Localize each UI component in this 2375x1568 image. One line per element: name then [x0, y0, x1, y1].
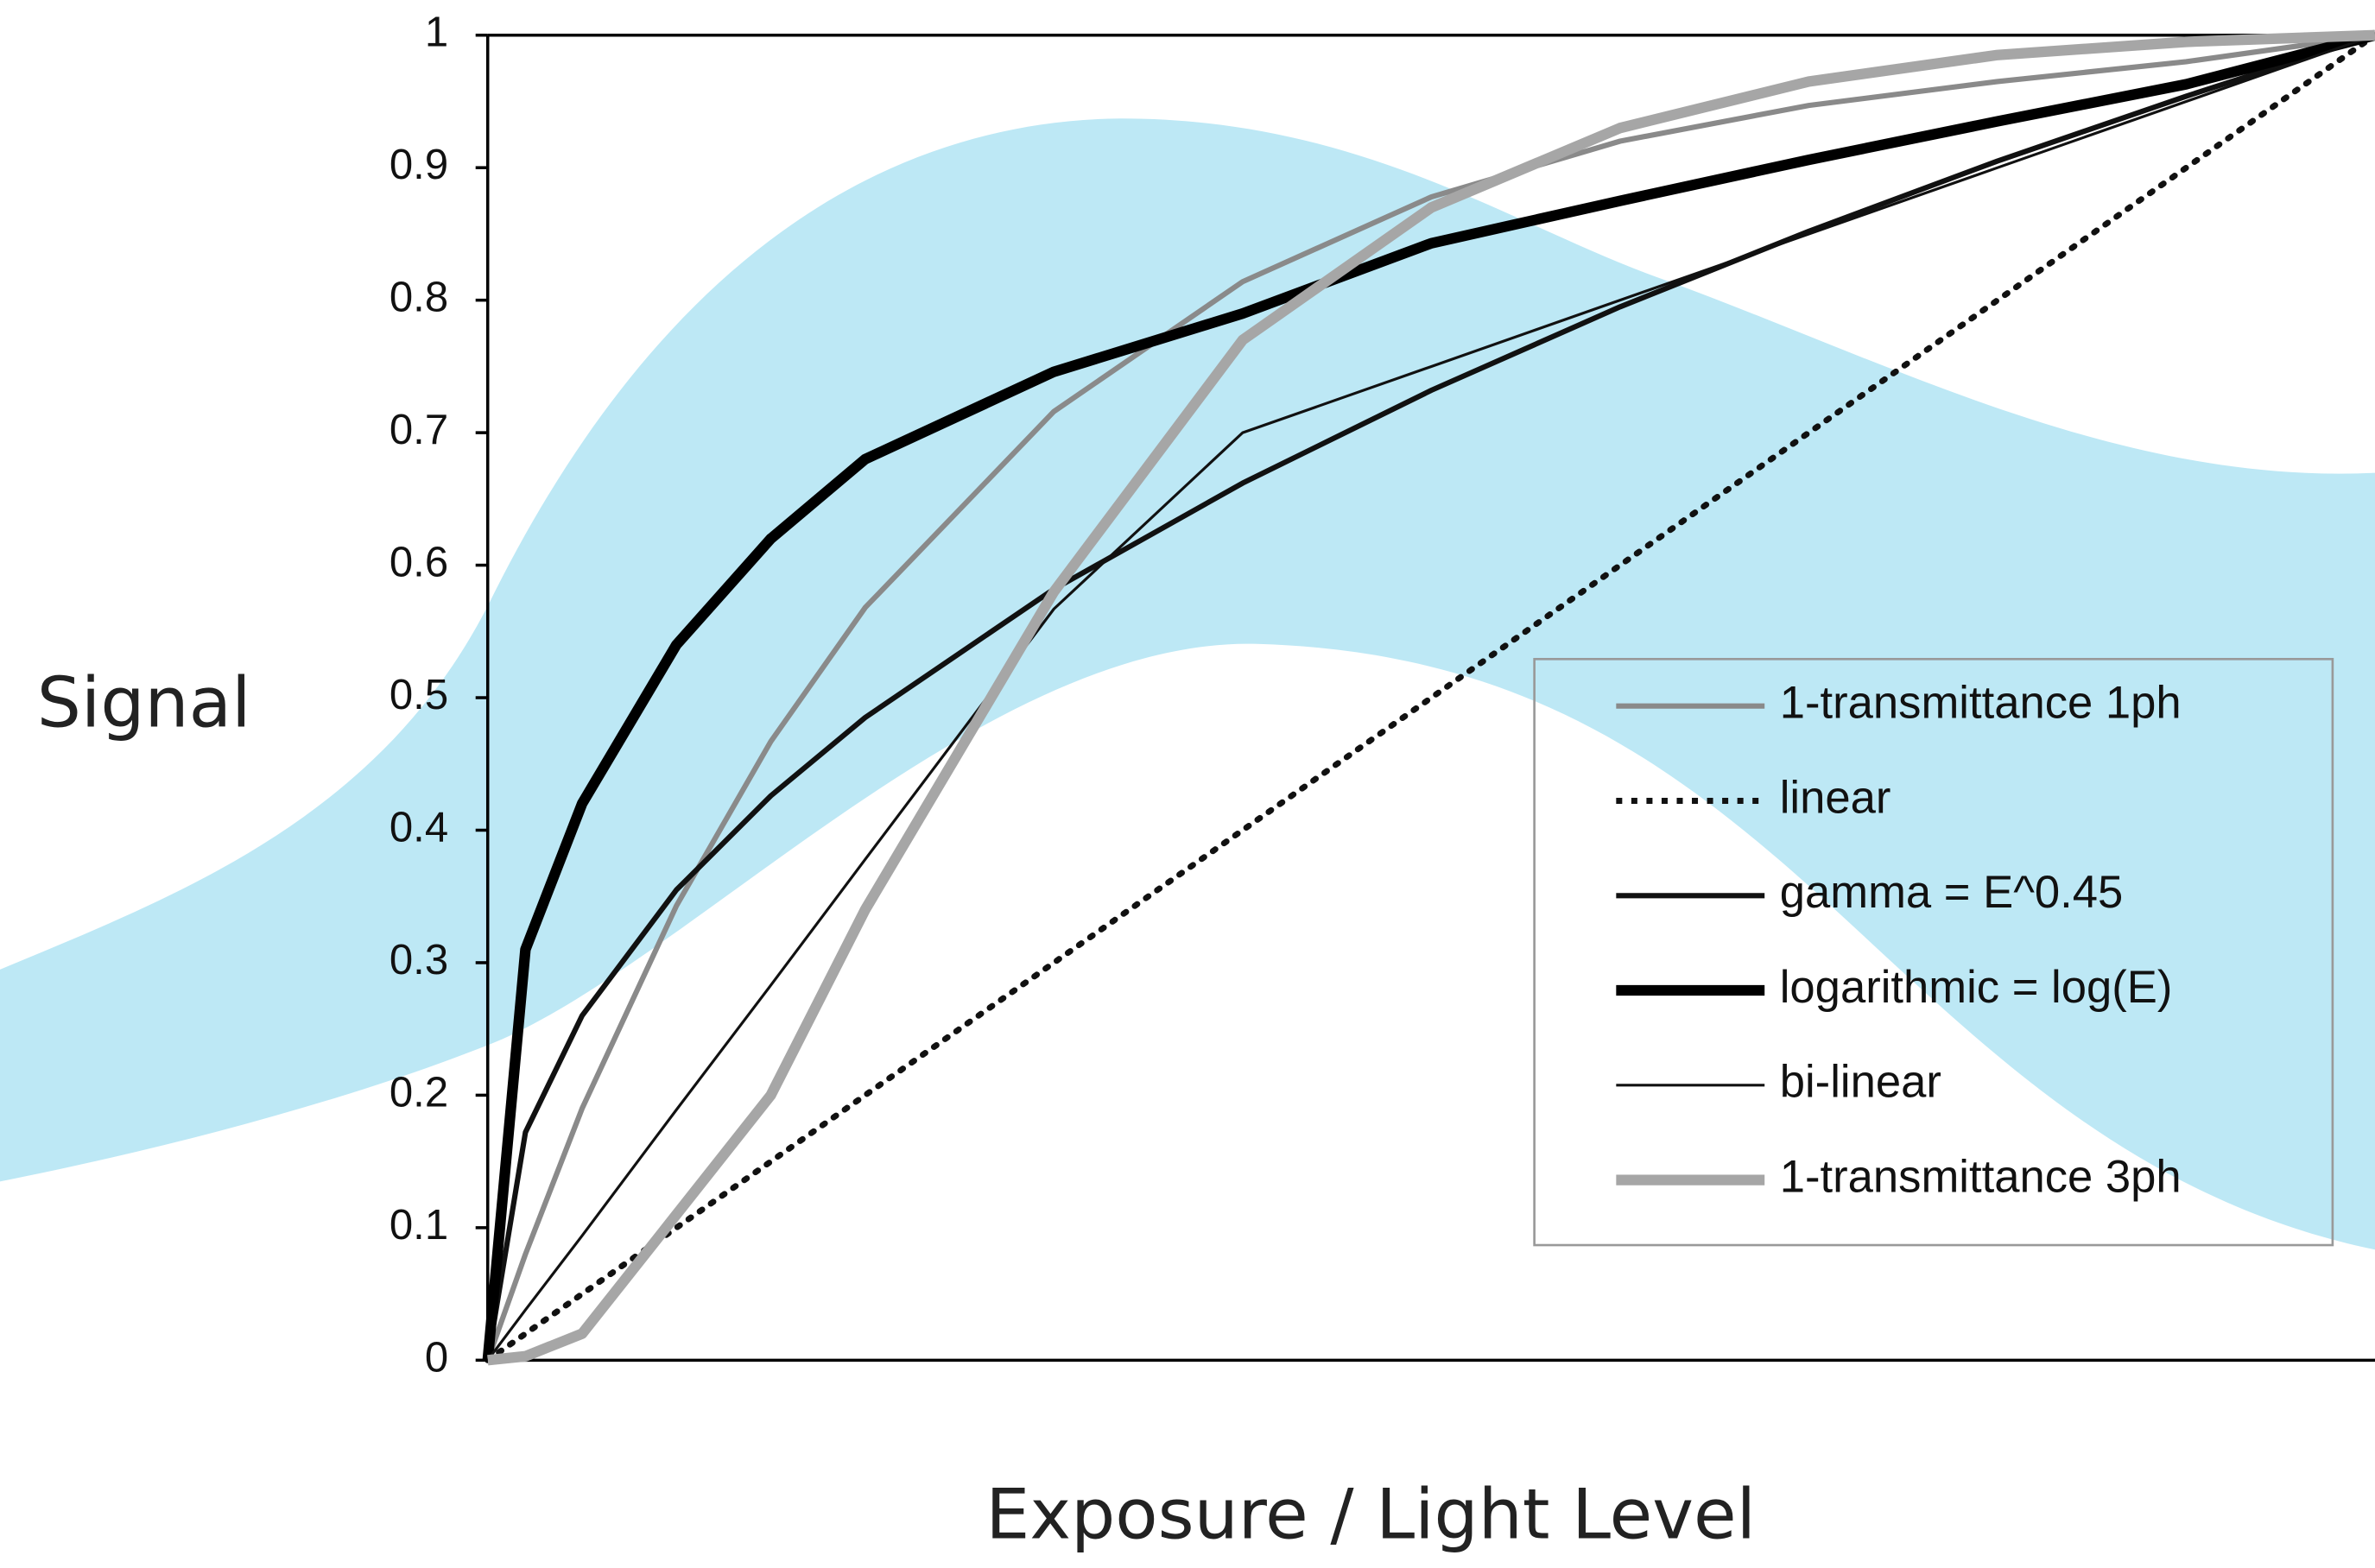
y-tick-label: 0.4 — [390, 804, 448, 850]
legend-label: logarithmic = log(E) — [1780, 962, 2173, 1013]
y-tick-label: 0.9 — [390, 142, 448, 188]
y-tick-label: 0 — [425, 1334, 448, 1381]
y-tick-label: 0.2 — [390, 1069, 448, 1116]
y-tick-label: 0.3 — [390, 937, 448, 983]
legend-label: 1-transmittance 3ph — [1780, 1152, 2182, 1203]
legend-label: linear — [1780, 772, 1891, 823]
y-tick-label: 0.6 — [390, 540, 448, 586]
y-tick-label: 0.1 — [390, 1202, 448, 1249]
y-tick-label: 1 — [425, 9, 448, 56]
y-tick-label: 0.7 — [390, 407, 448, 453]
legend-label: gamma = E^0.45 — [1780, 867, 2124, 918]
legend-label: bi-linear — [1780, 1057, 1941, 1108]
y-tick-label: 0.5 — [390, 672, 448, 718]
y-axis-title: Signal — [37, 662, 251, 743]
legend-label: 1-transmittance 1ph — [1780, 678, 2182, 729]
x-axis-title: Exposure / Light Level — [985, 1474, 1756, 1555]
y-tick-label: 0.8 — [390, 275, 448, 321]
chart: 1-transmittance 1ph linear gamma = E^0.45 l… — [0, 0, 2375, 1568]
